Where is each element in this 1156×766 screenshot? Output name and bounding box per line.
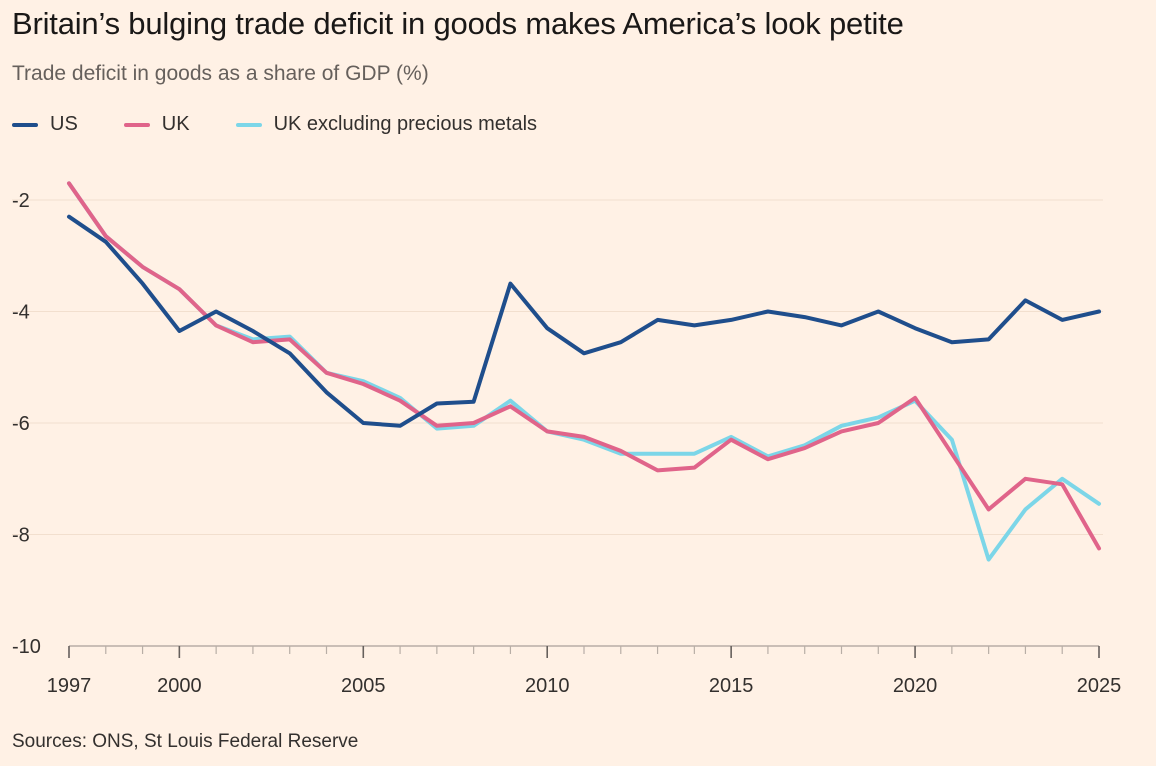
legend-item-uk: UK	[123, 113, 190, 136]
x-tick-label: 2015	[709, 675, 754, 697]
legend-swatch-uk-ex-metals	[235, 122, 262, 127]
y-tick-label: -2	[12, 190, 30, 212]
x-tick-label: 2025	[1077, 675, 1122, 697]
y-tick-label: -8	[12, 525, 30, 547]
x-tick-label: 2010	[525, 675, 570, 697]
x-tick-label: 2020	[893, 675, 938, 697]
legend-item-uk-ex-metals: UK excluding precious metals	[235, 113, 538, 136]
x-tick-label: 2005	[341, 675, 386, 697]
legend-swatch-uk	[123, 122, 150, 127]
x-tick-label: 1997	[47, 675, 92, 697]
chart-subtitle: Trade deficit in goods as a share of GDP…	[12, 62, 429, 85]
legend-swatch-us	[12, 122, 38, 127]
series-line-uk	[67, 181, 1101, 551]
chart-title: Britain’s bulging trade deficit in goods…	[12, 6, 904, 41]
legend: US UK UK excluding precious metals	[12, 113, 583, 136]
legend-item-us: US	[12, 113, 78, 136]
source-note: Sources: ONS, St Louis Federal Reserve	[12, 731, 359, 752]
y-tick-label: -10	[12, 636, 41, 658]
y-tick-label: -4	[12, 302, 30, 324]
series-line-uk-ex-metals	[67, 181, 1101, 562]
x-tick-label: 2000	[157, 675, 202, 697]
legend-label-us: US	[50, 113, 78, 135]
series-line-us	[67, 214, 1101, 428]
legend-label-uk: UK	[161, 113, 190, 135]
legend-label-uk-ex-metals: UK excluding precious metals	[273, 113, 538, 135]
y-tick-label: -6	[12, 413, 30, 435]
